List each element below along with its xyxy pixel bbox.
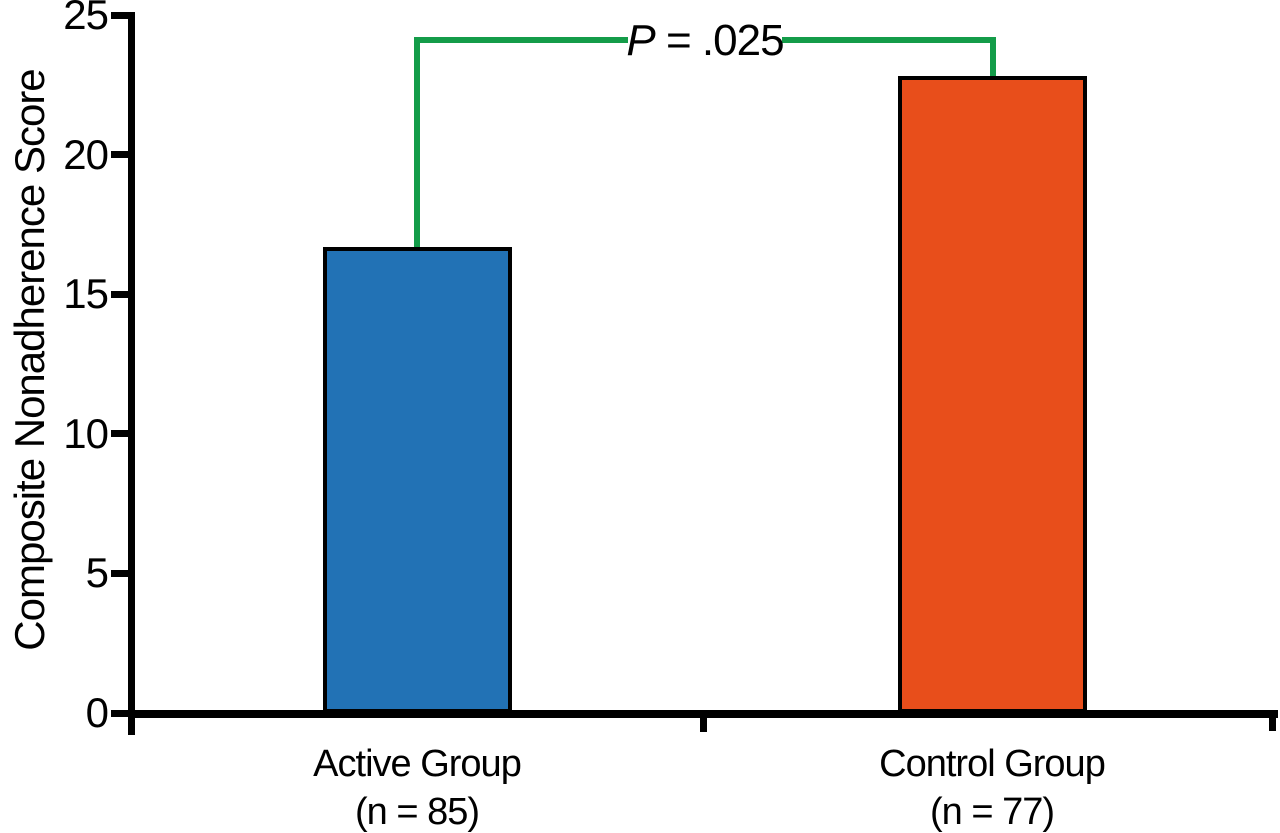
category-name: Control Group	[879, 743, 1106, 785]
y-tick-mark	[111, 709, 135, 717]
category-n-count: (n = 77)	[929, 791, 1055, 833]
y-tick-mark	[111, 569, 135, 577]
category-n-count: (n = 85)	[354, 791, 480, 833]
bar-active-group	[322, 246, 512, 713]
bracket-right-leg	[990, 37, 996, 77]
category-label-active-group: Active Group (n = 85)	[257, 740, 577, 833]
y-tick-label: 20	[63, 130, 109, 178]
y-axis-title: Composite Nonadherence Score	[6, 69, 53, 651]
y-tick-mark	[111, 151, 135, 159]
y-tick-label: 15	[63, 270, 109, 318]
p-value-text: = .025	[654, 16, 785, 65]
y-tick-label: 10	[63, 409, 109, 457]
bracket-right-segment	[782, 37, 996, 43]
y-axis-line	[128, 12, 135, 735]
bracket-left-segment	[414, 37, 628, 43]
p-value-annotation: P = .025	[414, 16, 996, 66]
y-tick-mark	[111, 290, 135, 298]
y-tick-label: 0	[85, 689, 109, 736]
category-name: Active Group	[313, 743, 522, 785]
y-tick-mark	[111, 11, 135, 19]
p-value-symbol: P	[626, 16, 655, 65]
x-tick-mark	[1269, 710, 1276, 731]
y-tick-label: 25	[63, 0, 109, 38]
category-label-control-group: Control Group (n = 77)	[832, 740, 1152, 833]
x-axis-line	[128, 710, 1278, 718]
bar-control-group	[897, 76, 1087, 713]
x-tick-mark	[700, 718, 707, 732]
y-tick-label: 5	[85, 549, 109, 597]
y-tick-mark	[111, 430, 135, 438]
bracket-left-leg	[414, 37, 420, 247]
